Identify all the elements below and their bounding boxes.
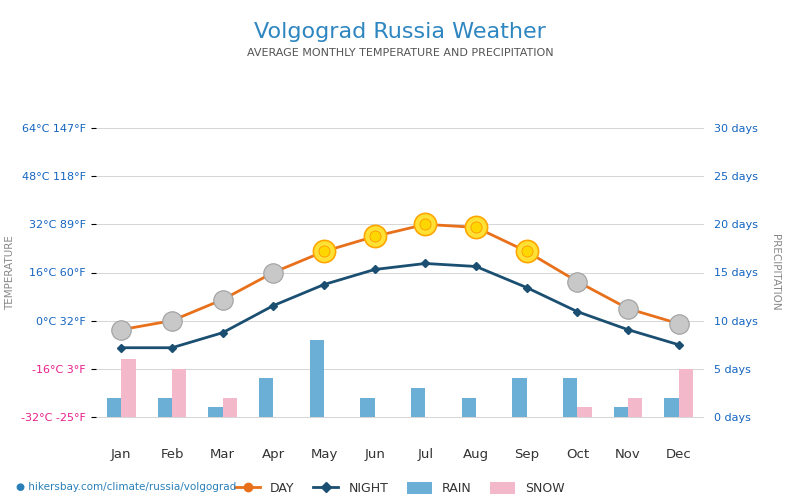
Bar (172, 369, 186, 417)
Bar (614, 408, 628, 417)
Bar (158, 398, 172, 417)
Bar (209, 408, 222, 417)
Bar (122, 359, 135, 417)
Bar (513, 378, 526, 417)
Bar (361, 398, 374, 417)
Bar (222, 398, 237, 417)
Bar (563, 378, 578, 417)
Text: ● hikersbay.com/climate/russia/volgograd: ● hikersbay.com/climate/russia/volgograd (16, 482, 236, 492)
Bar (259, 378, 274, 417)
Bar (411, 388, 426, 417)
Bar (310, 340, 324, 417)
Y-axis label: TEMPERATURE: TEMPERATURE (5, 235, 15, 310)
Bar (107, 398, 122, 417)
Bar (462, 398, 476, 417)
Text: AVERAGE MONTHLY TEMPERATURE AND PRECIPITATION: AVERAGE MONTHLY TEMPERATURE AND PRECIPIT… (246, 48, 554, 58)
Bar (678, 369, 693, 417)
Bar (665, 398, 678, 417)
Bar (628, 398, 642, 417)
Y-axis label: PRECIPITATION: PRECIPITATION (770, 234, 779, 311)
Text: Volgograd Russia Weather: Volgograd Russia Weather (254, 22, 546, 42)
Bar (578, 408, 591, 417)
Legend: DAY, NIGHT, RAIN, SNOW: DAY, NIGHT, RAIN, SNOW (230, 477, 570, 500)
